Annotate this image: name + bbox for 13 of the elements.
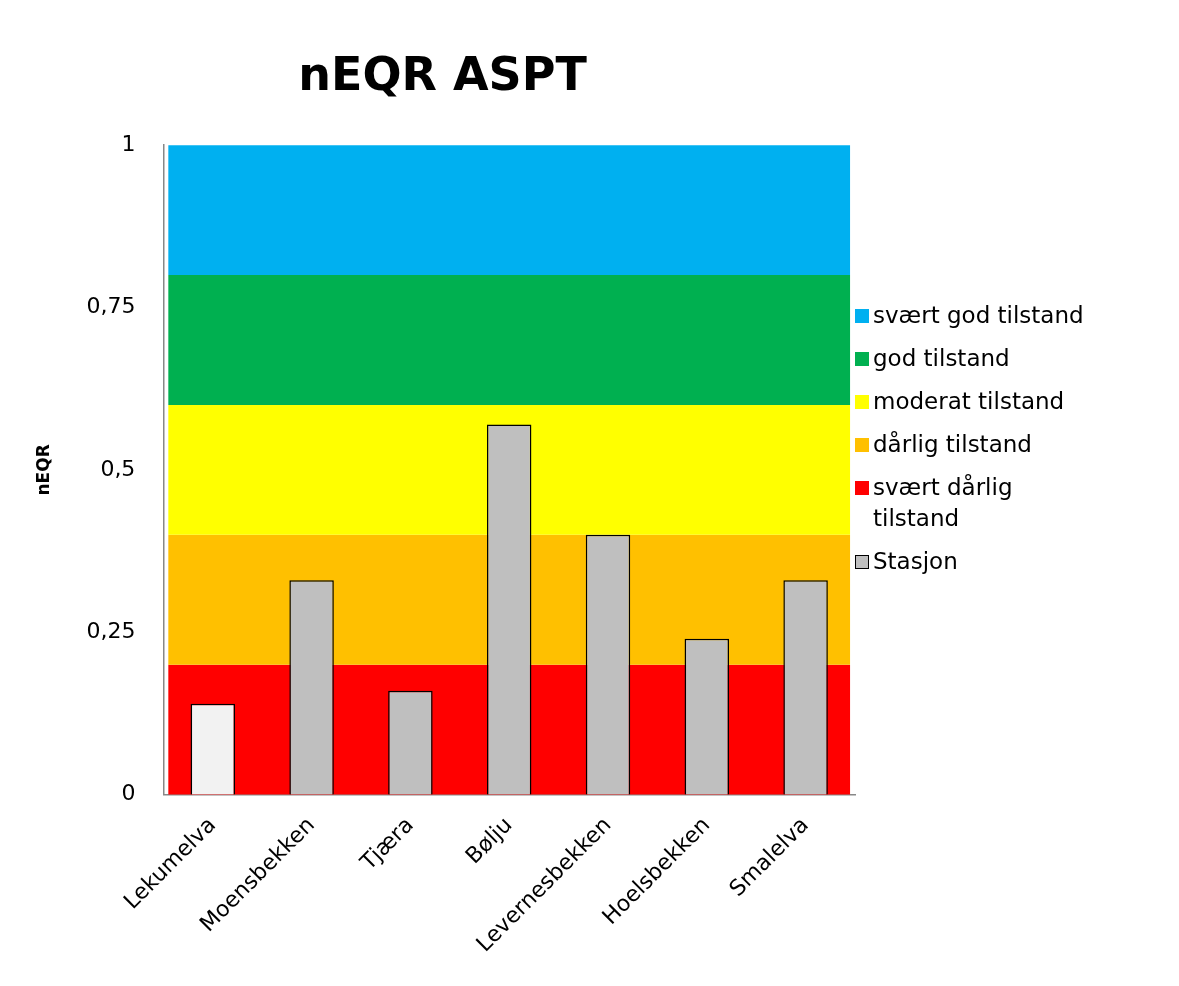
y-axis-title: nEQR [32, 444, 53, 496]
y-tick-label: 0,25 [86, 617, 136, 643]
legend-label: dårlig tilstand [873, 430, 1032, 459]
legend-label: svært god tilstand [873, 301, 1084, 330]
band-label: moderat tilstand [873, 387, 1065, 416]
y-tick-label: 0,5 [100, 455, 136, 481]
band-label: god tilstand [873, 344, 1010, 373]
chart-title: nEQR ASPT [298, 46, 588, 101]
y-tick-label: 0,75 [86, 293, 136, 319]
legend-label: svært dårlig tilstand [873, 473, 1014, 533]
y-tick-label: 1 [121, 130, 136, 156]
legend-label: Stasjon [873, 547, 958, 576]
y-tick-label: 0 [121, 780, 136, 806]
